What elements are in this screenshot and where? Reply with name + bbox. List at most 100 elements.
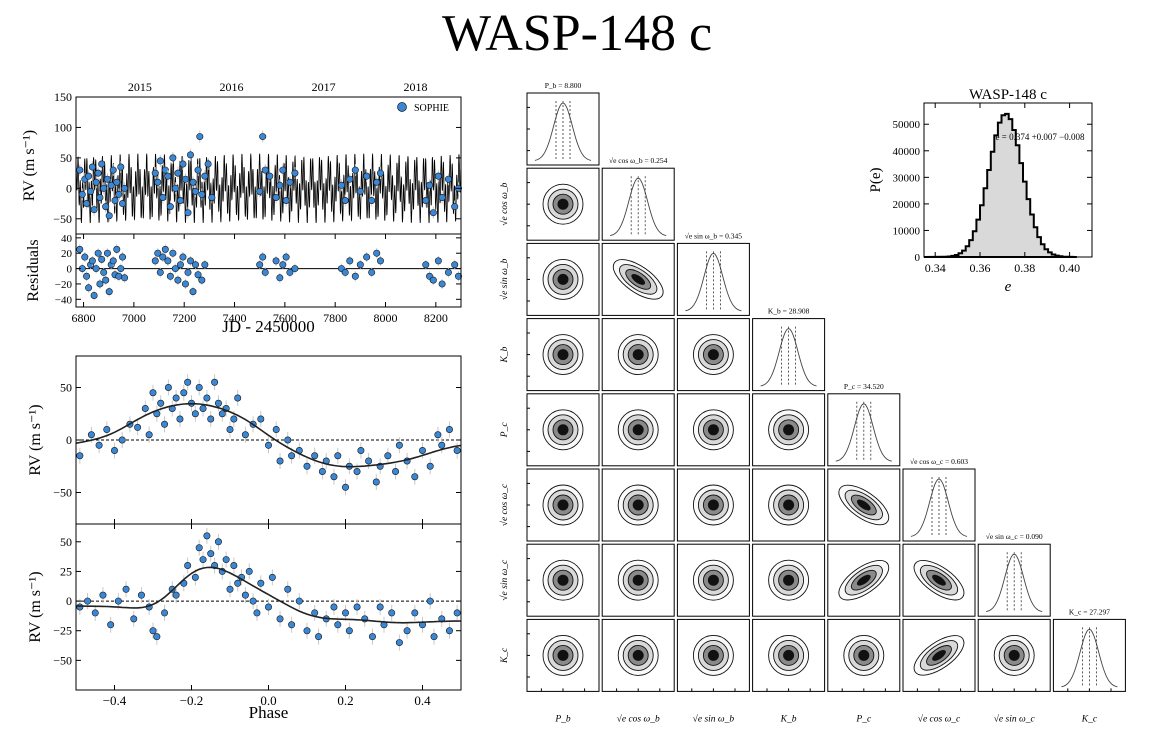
phase-x-tick-label: 0.4 [414, 693, 431, 708]
residual-point [192, 261, 200, 269]
rv-point [426, 181, 434, 189]
corner-contour-core [856, 499, 871, 511]
phase-b-point [241, 431, 249, 439]
residual-point [100, 268, 108, 276]
rv-point [87, 187, 95, 195]
page-title: WASP-148 c [441, 5, 713, 62]
phase-b-point [164, 383, 172, 391]
phase-b-point [284, 436, 292, 444]
phase-c-point [172, 591, 180, 599]
phase-b-point [276, 457, 284, 465]
rv-point [98, 160, 106, 168]
res-x-tick-label: 7400 [223, 311, 247, 325]
rv-point [107, 181, 115, 189]
corner-contours [768, 409, 810, 451]
corner-contour-core [858, 649, 870, 661]
corner-contour-core [632, 649, 644, 661]
corner-contours [692, 409, 734, 451]
phase-c-point [315, 633, 323, 641]
corner-contour-cell [526, 468, 600, 542]
rv-point [151, 169, 159, 177]
res-x-tick-label: 7800 [323, 311, 347, 325]
residual-point [115, 272, 123, 280]
corner-diag-title: K_c = 27.297 [1069, 607, 1110, 616]
rv-point [256, 187, 264, 195]
phase-b-point [411, 473, 419, 481]
corner-contours [692, 634, 734, 676]
residual-point [103, 249, 111, 257]
residual-point [96, 280, 104, 288]
ecc-ylabel: P(e) [868, 168, 884, 193]
corner-x-label: √e cos ω_c [918, 713, 961, 724]
phase-b-point [103, 425, 111, 433]
corner-contour-cell [601, 242, 675, 316]
residual-point [174, 276, 182, 284]
phase-c-point [130, 615, 138, 623]
ecc-x-tick-label: 0.40 [1059, 261, 1080, 275]
legend-label: SOPHIE [414, 103, 449, 114]
corner-contour-core [707, 349, 719, 361]
phase-b-y-tick-label: −50 [53, 486, 72, 500]
phase-c-point [295, 597, 303, 605]
residual-point [434, 257, 442, 265]
phase-c-point [241, 591, 249, 599]
rv-point [198, 190, 206, 198]
phase-b-point [211, 378, 219, 386]
residual-point [356, 261, 364, 269]
phase-b-point [145, 431, 153, 439]
corner-contours [768, 634, 810, 676]
residual-point [429, 276, 437, 284]
residual-point [201, 261, 209, 269]
phase-b-point [76, 452, 84, 460]
rv-point [346, 175, 354, 183]
phase-b-ylabel: RV (m s⁻¹) [27, 404, 44, 475]
corner-contours [612, 259, 664, 300]
corner-contours [692, 334, 734, 376]
res-y-tick-label: 0 [67, 264, 73, 276]
top-year-label: 2017 [312, 80, 336, 94]
residual-point [88, 257, 96, 265]
rv-point [90, 206, 98, 214]
corner-contour-cell [902, 543, 976, 617]
phase-c-point [264, 603, 272, 611]
phase-b-y-tick-label: 50 [60, 381, 72, 395]
corner-contour-core [707, 649, 719, 661]
corner-contours [542, 409, 584, 451]
residual-point [83, 272, 91, 280]
rv-point [176, 197, 184, 205]
rv-point [154, 178, 162, 186]
residual-point [363, 253, 371, 261]
corner-x-label: P_c [855, 714, 872, 724]
residual-point [154, 249, 162, 257]
phase-c-point [268, 573, 276, 581]
res-x-tick-label: 7000 [122, 311, 146, 325]
corner-contours [617, 334, 659, 376]
rv-point [261, 166, 269, 174]
phase-c-point [195, 544, 203, 552]
rv-point [276, 181, 284, 189]
phase-c-point [226, 585, 234, 593]
residual-point [119, 253, 127, 261]
rv-point [111, 197, 119, 205]
rv-point [204, 160, 212, 168]
corner-contour-core [932, 574, 946, 586]
corner-histogram-cell: K_c = 27.297 [1052, 607, 1126, 692]
phase-c-point [234, 579, 242, 587]
phase-b-point [230, 415, 238, 423]
phase-b-point [384, 452, 392, 460]
phase-c-point [376, 603, 384, 611]
rv-point [102, 203, 110, 211]
corner-x-label: √e sin ω_c [994, 713, 1036, 724]
phase-c-y-tick-label: 0 [66, 594, 72, 608]
phase-c-point [114, 597, 122, 605]
rv-point [351, 166, 359, 174]
corner-histogram-cell: √e cos ω_c = 0.603 [902, 457, 976, 542]
residual-point [189, 288, 197, 296]
corner-contour-cell [752, 618, 826, 692]
residual-point [259, 253, 267, 261]
corner-contour-cell [526, 393, 600, 467]
corner-contours [542, 183, 584, 225]
phase-c-y-tick-label: 50 [60, 535, 72, 549]
phase-b-point [438, 441, 446, 449]
corner-contours [913, 635, 965, 676]
